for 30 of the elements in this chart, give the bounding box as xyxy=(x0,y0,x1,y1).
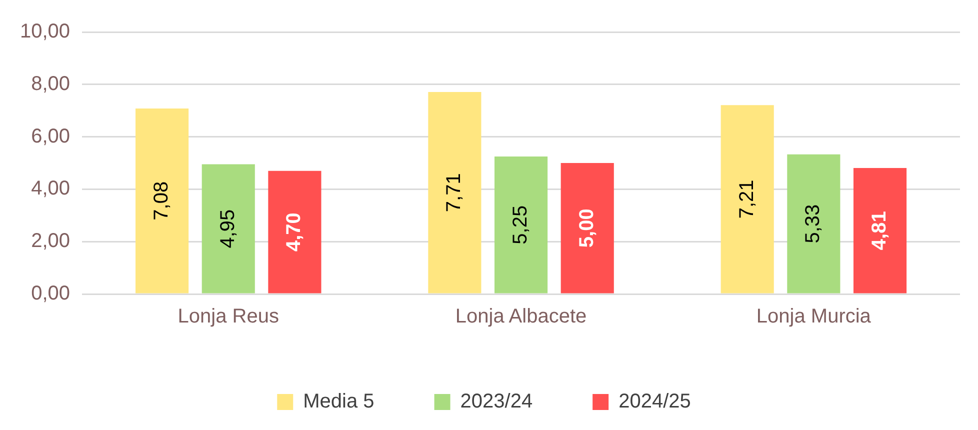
legend-label: 2024/25 xyxy=(618,390,691,413)
data-label: 4,70 xyxy=(283,212,306,252)
x-tick-label: Lonja Murcia xyxy=(756,306,872,328)
bar xyxy=(720,105,774,294)
data-label: 4,95 xyxy=(216,209,239,248)
bar xyxy=(202,164,255,294)
data-label: 5,00 xyxy=(576,208,598,248)
x-tick-label: Lonja Reus xyxy=(178,306,279,328)
bar xyxy=(494,156,548,294)
legend-label: Media 5 xyxy=(303,390,374,413)
y-tick-label: 8,00 xyxy=(31,72,70,95)
legend-label: 2023/24 xyxy=(460,390,533,413)
data-label: 4,81 xyxy=(868,211,891,250)
bar xyxy=(428,92,482,294)
bar xyxy=(136,108,189,294)
bar xyxy=(268,170,322,294)
data-label: 7,08 xyxy=(150,181,173,220)
y-tick-label: 10,00 xyxy=(20,20,70,43)
y-tick-label: 4,00 xyxy=(31,178,70,200)
data-label: 7,71 xyxy=(443,173,466,212)
data-label: 7,21 xyxy=(736,180,758,219)
y-tick-label: 0,00 xyxy=(31,282,70,305)
data-label: 5,25 xyxy=(510,205,532,244)
bar xyxy=(787,154,840,294)
bar xyxy=(560,163,614,294)
x-tick-label: Lonja Albacete xyxy=(455,306,587,328)
bar xyxy=(853,168,907,294)
data-label: 5,33 xyxy=(802,204,824,244)
y-tick-label: 6,00 xyxy=(31,125,70,148)
y-tick-label: 2,00 xyxy=(31,230,70,252)
